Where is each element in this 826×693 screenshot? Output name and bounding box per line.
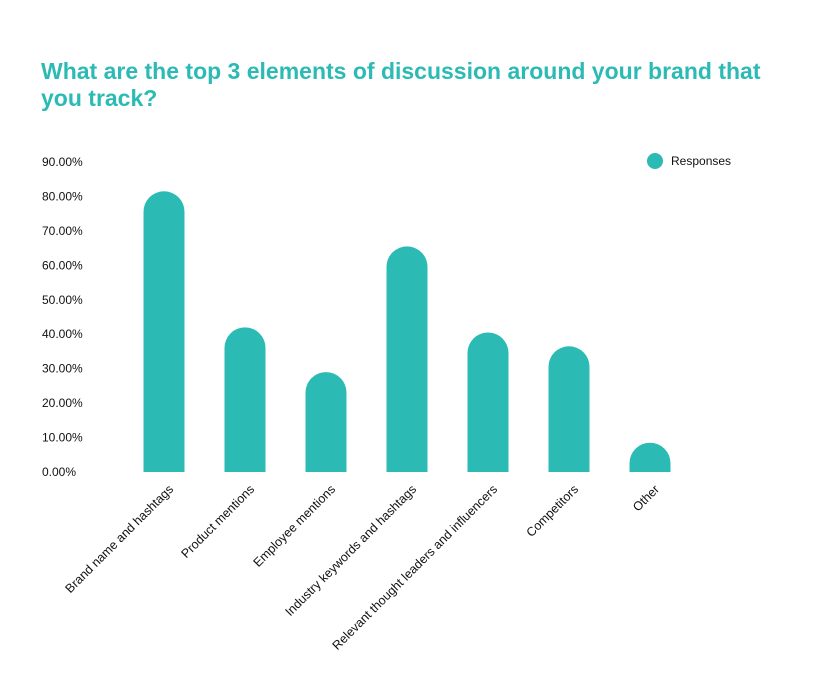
y-tick-label: 60.00% (42, 258, 83, 272)
y-tick-label: 90.00% (42, 155, 83, 169)
x-category-label: Other (630, 482, 662, 514)
bars (143, 191, 671, 472)
bar (305, 372, 347, 472)
x-category-label: Product mentions (178, 482, 257, 561)
bar (143, 191, 185, 472)
bar (224, 327, 266, 472)
bar (548, 346, 590, 472)
legend-label: Responses (671, 154, 731, 168)
x-category-label: Industry keywords and hashtags (282, 482, 419, 619)
bar (467, 332, 509, 472)
legend-marker (647, 153, 663, 169)
bar (629, 442, 671, 472)
bar (386, 246, 428, 472)
x-axis: Brand name and hashtags Product mentionsE… (63, 482, 663, 653)
y-tick-label: 30.00% (42, 362, 83, 376)
x-category-label: Employee mentions (251, 482, 339, 570)
y-tick-label: 40.00% (42, 327, 83, 341)
y-tick-label: 10.00% (42, 431, 83, 445)
y-tick-label: 50.00% (42, 293, 83, 307)
y-tick-label: 80.00% (42, 189, 83, 203)
x-category-label: Brand name and hashtags (63, 482, 177, 596)
y-axis: 0.00% 10.00% 20.00% 30.00% 40.00% 50.00% 60.00… (42, 155, 83, 479)
x-category-label: Relevant thought leaders and influencers (330, 482, 501, 653)
chart-title: What are the top 3 elements of discussio… (41, 58, 761, 111)
legend: Responses (647, 153, 731, 169)
y-tick-label: 70.00% (42, 224, 83, 238)
y-tick-label: 20.00% (42, 396, 83, 410)
y-tick-label: 0.00% (42, 465, 76, 479)
x-category-label: Competitors (524, 482, 582, 540)
